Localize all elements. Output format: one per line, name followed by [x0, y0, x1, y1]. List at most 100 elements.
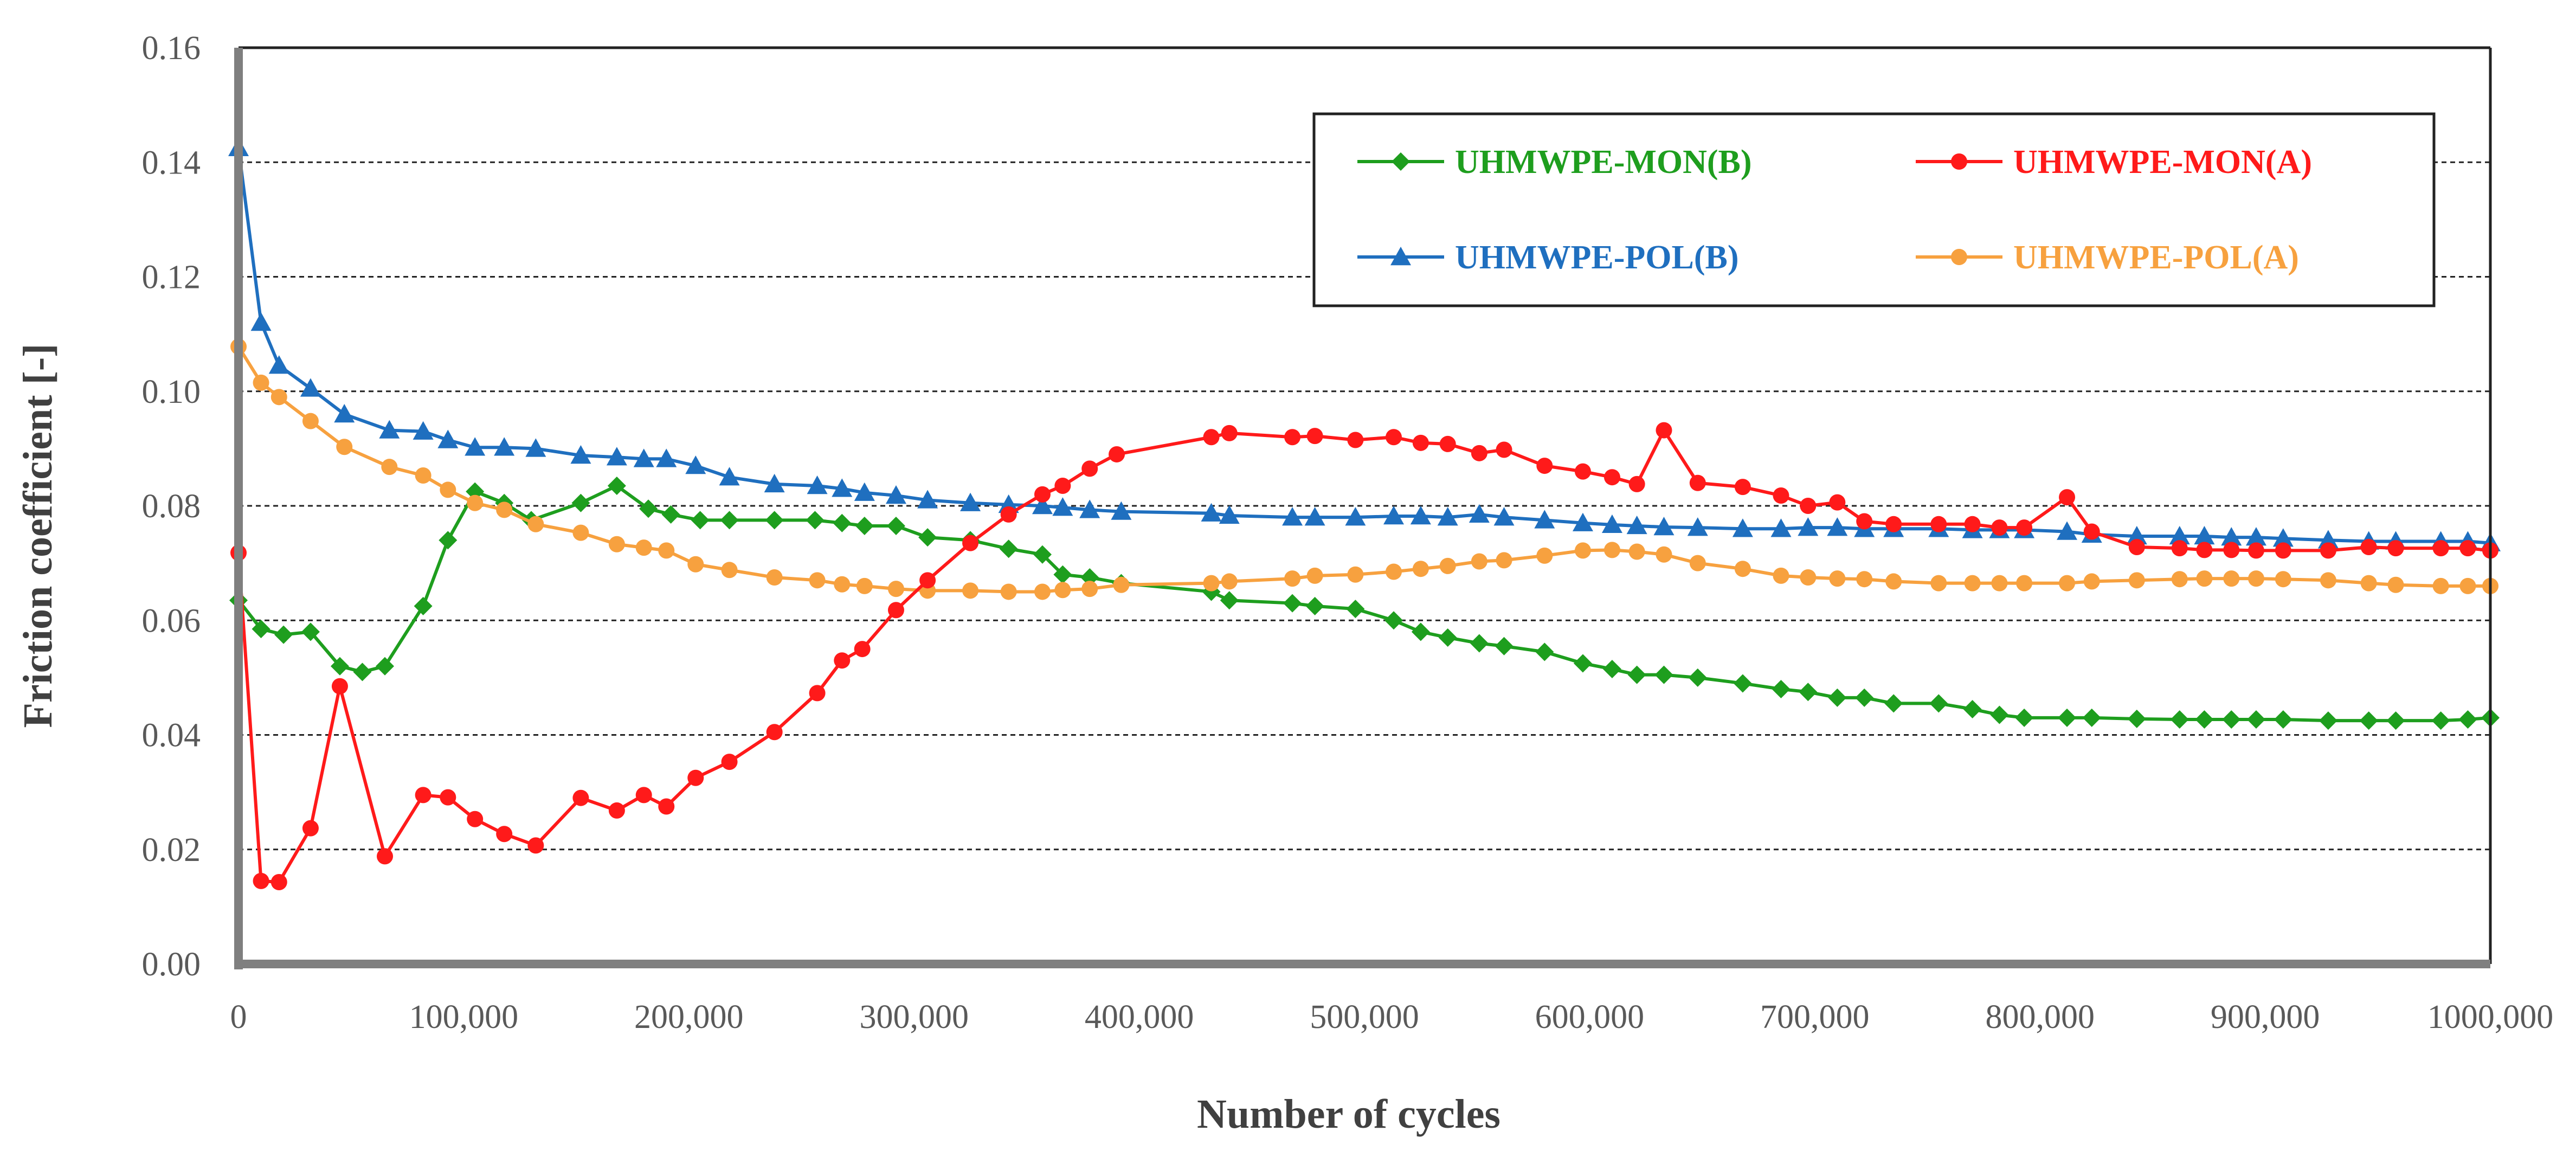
- data-point: [2221, 527, 2242, 546]
- data-point: [1203, 429, 1220, 446]
- data-point: [2320, 572, 2336, 589]
- data-point: [2431, 711, 2450, 730]
- data-point: [1345, 507, 1366, 526]
- data-point: [1574, 542, 1591, 559]
- data-point: [250, 312, 272, 331]
- data-point: [2128, 572, 2145, 589]
- data-point: [1733, 674, 1752, 693]
- data-point: [381, 459, 398, 475]
- data-point: [1534, 510, 1555, 529]
- data-point: [1219, 505, 1240, 524]
- legend-label: UHMWPE-POL(B): [1455, 239, 1739, 276]
- data-point: [1964, 575, 1981, 592]
- data-point: [1411, 622, 1430, 641]
- legend-item: UHMWPE-POL(B): [1357, 239, 1739, 276]
- data-point: [1080, 568, 1099, 587]
- x-tick-label: 700,000: [1760, 999, 1870, 1036]
- data-point: [2387, 540, 2404, 557]
- data-point: [2058, 708, 2077, 727]
- data-point: [1929, 694, 1948, 713]
- data-point: [721, 562, 738, 578]
- data-point: [1734, 479, 1751, 496]
- data-point: [2459, 540, 2476, 557]
- data-point: [639, 499, 658, 518]
- data-point: [1656, 422, 1672, 439]
- data-point: [1626, 515, 1647, 535]
- data-point: [2127, 709, 2146, 728]
- data-point: [999, 539, 1018, 558]
- legend-marker: [1951, 153, 1967, 170]
- data-point: [1439, 557, 1456, 574]
- x-tick-label: 800,000: [1985, 999, 2095, 1036]
- data-point: [465, 437, 486, 456]
- data-point: [2247, 542, 2264, 559]
- data-point: [2272, 528, 2294, 547]
- data-point: [885, 485, 906, 504]
- data-point: [608, 802, 625, 819]
- x-tick-label: 500,000: [1310, 999, 1419, 1036]
- data-point: [572, 789, 589, 806]
- data-point: [331, 678, 348, 695]
- data-point: [353, 663, 372, 682]
- data-point: [1033, 545, 1052, 564]
- data-point: [1439, 435, 1456, 452]
- data-point: [2059, 575, 2076, 592]
- x-axis-title: Number of cycles: [1197, 1091, 1500, 1137]
- data-point: [2274, 710, 2292, 729]
- data-point: [1000, 506, 1017, 523]
- y-tick-label: 0.02: [142, 832, 201, 869]
- data-point: [2223, 570, 2240, 587]
- data-point: [2016, 575, 2033, 592]
- data-point: [2360, 575, 2377, 592]
- data-point: [1306, 428, 1323, 445]
- data-point: [301, 622, 320, 641]
- x-tick-label: 1000,000: [2427, 999, 2554, 1036]
- data-point: [1536, 458, 1553, 474]
- data-point: [1798, 517, 1819, 536]
- data-point: [496, 502, 513, 518]
- data-point: [1111, 501, 1132, 520]
- data-point: [527, 516, 544, 532]
- data-point: [887, 581, 904, 597]
- data-point: [271, 389, 287, 406]
- data-point: [379, 420, 400, 439]
- data-point: [1438, 628, 1457, 647]
- data-point: [334, 404, 355, 423]
- data-point: [527, 837, 544, 854]
- data-point: [253, 872, 269, 889]
- data-point: [1827, 517, 1848, 536]
- data-point: [376, 657, 395, 676]
- data-point: [1885, 516, 1902, 532]
- data-point: [2196, 542, 2213, 558]
- data-point: [1283, 594, 1302, 613]
- data-point: [834, 576, 851, 593]
- data-point: [440, 481, 456, 498]
- data-point: [1201, 503, 1222, 522]
- data-point: [1855, 688, 1874, 707]
- x-tick-label: 900,000: [2211, 999, 2320, 1036]
- data-point: [719, 467, 740, 486]
- data-point: [1732, 518, 1753, 537]
- data-point: [1306, 567, 1323, 584]
- y-tick-label: 0.06: [142, 602, 201, 639]
- data-point: [1885, 573, 1902, 590]
- data-point: [635, 787, 652, 804]
- data-point: [1496, 441, 1512, 458]
- data-point: [414, 596, 433, 615]
- data-point: [2196, 570, 2213, 587]
- data-point: [1628, 543, 1645, 560]
- data-point: [607, 477, 626, 496]
- data-point: [413, 421, 434, 440]
- legend-item: UHMWPE-MON(B): [1357, 144, 1752, 181]
- data-point: [766, 569, 783, 586]
- data-point: [1347, 566, 1364, 583]
- data-point: [1653, 517, 1675, 536]
- data-point: [1346, 600, 1365, 619]
- data-point: [2386, 711, 2405, 730]
- data-point: [1930, 516, 1947, 532]
- data-point: [635, 539, 652, 556]
- data-point: [809, 685, 826, 702]
- data-point: [1930, 575, 1947, 592]
- data-point: [1053, 565, 1072, 584]
- legend-item: UHMWPE-MON(A): [1916, 144, 2312, 181]
